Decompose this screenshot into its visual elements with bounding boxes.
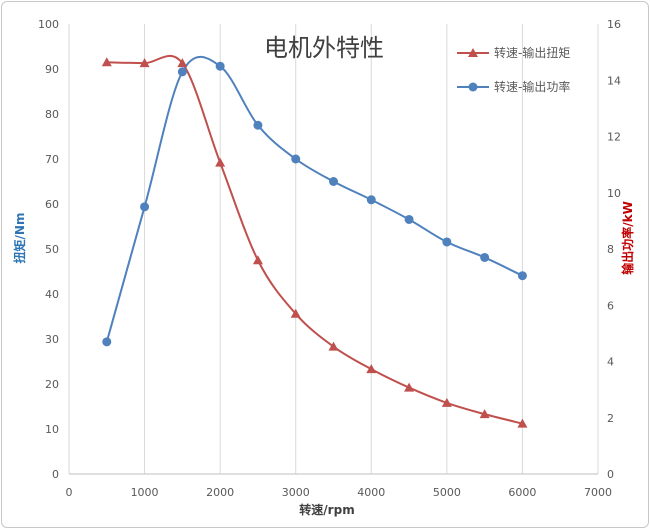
power-point-6000 (517, 271, 527, 281)
x-axis-title: 转速/rpm (299, 502, 354, 517)
torque-point-1500 (177, 58, 188, 68)
x-tick-label-1000: 1000 (131, 486, 159, 499)
left-y-axis-title: 扭矩/Nm (12, 213, 27, 264)
legend-triangle-marker (468, 48, 478, 57)
left-tick-label-100: 100 (38, 18, 59, 31)
left-tick-label-40: 40 (45, 288, 59, 301)
power-point-2500 (253, 120, 263, 130)
torque-point-3000 (290, 308, 301, 318)
right-tick-label-12: 12 (607, 131, 621, 144)
left-tick-label-10: 10 (45, 423, 59, 436)
left-tick-label-90: 90 (45, 63, 59, 76)
left-tick-label-70: 70 (45, 153, 59, 166)
torque-point-6000 (517, 418, 528, 428)
legend-label-torque: 转速-输出扭矩 (494, 45, 570, 60)
series-lines (105, 54, 523, 425)
power-point-3000 (291, 154, 301, 164)
left-y-axis: 0 10 20 30 40 50 60 70 80 90 100 (38, 18, 59, 481)
legend-item-power: 转速-输出功率 (457, 79, 570, 94)
left-tick-label-50: 50 (45, 243, 59, 256)
power-point-500 (102, 337, 112, 347)
right-y-axis-title: 输出功率/kW (620, 201, 635, 275)
power-point-5500 (480, 252, 490, 262)
right-tick-label-10: 10 (607, 187, 621, 200)
right-tick-label-0: 0 (607, 468, 614, 481)
power-point-1000 (140, 202, 150, 212)
power-point-2000 (215, 61, 225, 71)
power-point-3500 (329, 177, 338, 186)
x-tick-label-6000: 6000 (508, 486, 536, 499)
legend: 转速-输出扭矩 转速-输出功率 (457, 45, 570, 94)
right-tick-label-14: 14 (607, 74, 621, 87)
right-tick-label-16: 16 (607, 18, 621, 31)
x-tick-label-4000: 4000 (357, 486, 385, 499)
x-axis: 0 1000 2000 3000 4000 5000 6000 7000 (66, 486, 613, 499)
left-tick-label-0: 0 (52, 468, 59, 481)
right-tick-label-4: 4 (607, 356, 614, 369)
power-point-4000 (366, 195, 376, 205)
right-tick-label-8: 8 (607, 243, 614, 256)
left-tick-label-60: 60 (45, 198, 59, 211)
series-markers (101, 57, 528, 428)
right-tick-label-6: 6 (607, 299, 614, 312)
x-tick-label-7000: 7000 (584, 486, 612, 499)
x-tick-label-5000: 5000 (433, 486, 461, 499)
right-y-axis: 0 2 4 6 8 10 12 14 16 (607, 18, 621, 481)
grid-lines (68, 24, 599, 475)
left-tick-label-20: 20 (45, 378, 59, 391)
legend-circle-marker (468, 82, 478, 92)
torque-point-4500 (404, 382, 415, 392)
power-point-1500 (177, 67, 187, 77)
legend-item-torque: 转速-输出扭矩 (457, 45, 570, 60)
torque-point-5000 (441, 397, 452, 407)
torque-point-500 (101, 57, 112, 67)
torque-point-3500 (328, 341, 339, 351)
torque-point-5500 (479, 409, 490, 419)
left-tick-label-80: 80 (45, 108, 59, 121)
torque-point-2000 (215, 157, 226, 167)
right-tick-label-2: 2 (607, 412, 614, 425)
chart-title: 电机外特性 (264, 34, 384, 62)
power-point-5000 (442, 237, 452, 247)
power-point-4500 (404, 214, 414, 224)
torque-point-1000 (139, 58, 150, 68)
x-tick-label-2000: 2000 (206, 486, 234, 499)
torque-point-4000 (366, 364, 377, 374)
left-tick-label-30: 30 (45, 333, 59, 346)
torque-point-2500 (252, 255, 263, 265)
x-tick-label-0: 0 (66, 486, 73, 499)
x-tick-label-3000: 3000 (282, 486, 310, 499)
legend-label-power: 转速-输出功率 (494, 79, 570, 94)
series-line-1 (105, 55, 523, 343)
